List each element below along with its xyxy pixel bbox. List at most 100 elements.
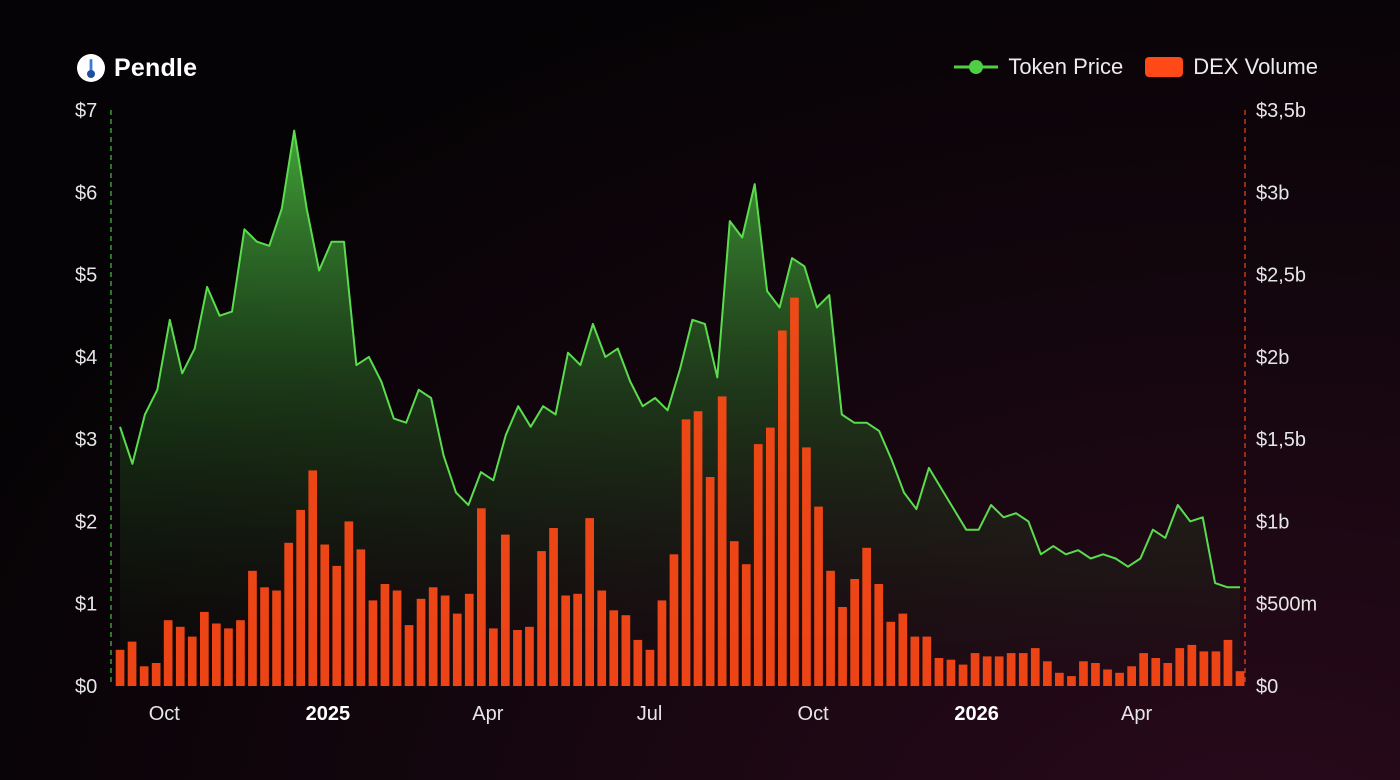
right-tick-label: $1b — [1256, 511, 1289, 533]
volume-bar — [344, 521, 354, 686]
right-tick-label: $3,5b — [1256, 100, 1306, 122]
volume-bar — [452, 613, 462, 686]
volume-bar — [994, 656, 1004, 686]
volume-bar — [175, 626, 185, 686]
volume-bar — [1006, 653, 1016, 686]
volume-bar — [380, 584, 390, 686]
price-area — [120, 130, 1240, 687]
volume-bar — [151, 663, 161, 686]
volume-bar — [356, 549, 366, 686]
volume-bar — [910, 636, 920, 686]
volume-bar — [1079, 661, 1088, 686]
volume-bar — [200, 611, 209, 686]
x-tick-label: Oct — [149, 703, 181, 725]
volume-bar — [958, 664, 968, 686]
right-tick-label: $500m — [1256, 594, 1317, 616]
left-tick-label: $0 — [75, 676, 97, 698]
volume-bar — [874, 584, 884, 686]
volume-bar — [1018, 653, 1028, 686]
volume-bar — [464, 593, 474, 686]
volume-bar — [717, 396, 727, 686]
legend-item-token-price[interactable]: Token Price — [954, 54, 1123, 80]
volume-bar — [826, 570, 835, 686]
volume-bars — [115, 297, 1245, 686]
volume-bar — [501, 534, 510, 686]
volume-bar — [1151, 658, 1161, 686]
volume-bar — [741, 564, 751, 686]
volume-bar — [139, 666, 149, 686]
volume-bar — [573, 593, 582, 686]
left-tick-label: $5 — [75, 265, 97, 287]
volume-bar — [284, 542, 293, 686]
volume-bar — [513, 630, 522, 686]
x-tick-label: Apr — [1121, 703, 1152, 725]
left-tick-label: $1 — [75, 594, 97, 616]
volume-bar — [1103, 669, 1112, 686]
right-tick-label: $2b — [1256, 347, 1289, 369]
volume-bar — [645, 649, 655, 686]
bar-swatch-icon — [1145, 57, 1184, 77]
volume-bar — [802, 447, 811, 686]
volume-bar — [477, 508, 486, 686]
volume-bar — [489, 628, 498, 686]
volume-bar — [1127, 666, 1136, 686]
x-tick-label: Oct — [798, 703, 830, 725]
left-tick-label: $7 — [75, 100, 97, 122]
right-tick-label: $0 — [1256, 676, 1278, 698]
legend: Token Price DEX Volume — [954, 52, 1318, 82]
legend-item-dex-volume[interactable]: DEX Volume — [1145, 54, 1318, 80]
volume-bar — [681, 419, 691, 686]
volume-bar — [561, 595, 570, 686]
volume-bar — [1030, 648, 1040, 686]
volume-bar — [633, 639, 643, 686]
volume-bar — [778, 330, 787, 686]
volume-bar — [248, 570, 257, 686]
price-area-fill — [120, 130, 1240, 687]
volume-bar — [416, 598, 426, 686]
volume-bar — [212, 623, 221, 686]
volume-bar — [1091, 663, 1100, 686]
x-tick-label: 2026 — [954, 703, 999, 725]
volume-bar — [1199, 651, 1209, 686]
legend-label-dex-volume: DEX Volume — [1193, 54, 1318, 79]
volume-bar — [1223, 639, 1233, 686]
volume-bar — [657, 600, 667, 686]
x-tick-label: Jul — [637, 703, 663, 725]
volume-bar — [320, 544, 330, 686]
axes — [110, 110, 1246, 686]
volume-bar — [585, 518, 594, 686]
pendle-logo-icon — [77, 54, 105, 82]
volume-bar — [224, 628, 233, 686]
x-tick-label: Apr — [472, 703, 503, 725]
volume-bar — [272, 590, 281, 686]
left-tick-label: $6 — [75, 182, 97, 204]
volume-bar — [236, 620, 245, 686]
volume-bar — [729, 541, 739, 686]
volume-bar — [260, 587, 269, 686]
brand-name: Pendle — [114, 53, 198, 82]
price-line — [119, 129, 1240, 589]
volume-bar — [332, 565, 342, 686]
legend-label-token-price: Token Price — [1008, 54, 1124, 79]
volume-bar — [1067, 676, 1076, 686]
volume-bar — [1187, 644, 1197, 686]
volume-bar — [525, 626, 534, 686]
left-tick-label: $3 — [75, 429, 97, 451]
volume-bar — [609, 610, 619, 686]
volume-bar — [862, 547, 871, 686]
volume-bar — [1115, 672, 1124, 686]
volume-bar — [886, 621, 896, 686]
volume-bar — [946, 659, 956, 686]
volume-bar — [1139, 653, 1148, 686]
volume-bar — [1055, 672, 1064, 686]
volume-bar — [669, 554, 679, 686]
right-tick-label: $1,5b — [1256, 429, 1306, 451]
volume-bar — [850, 579, 859, 686]
volume-bar — [115, 649, 125, 686]
volume-bar — [1235, 671, 1245, 686]
volume-bar — [621, 615, 631, 686]
volume-bar — [934, 658, 944, 686]
volume-bar — [428, 587, 438, 686]
volume-bar — [1043, 661, 1052, 686]
